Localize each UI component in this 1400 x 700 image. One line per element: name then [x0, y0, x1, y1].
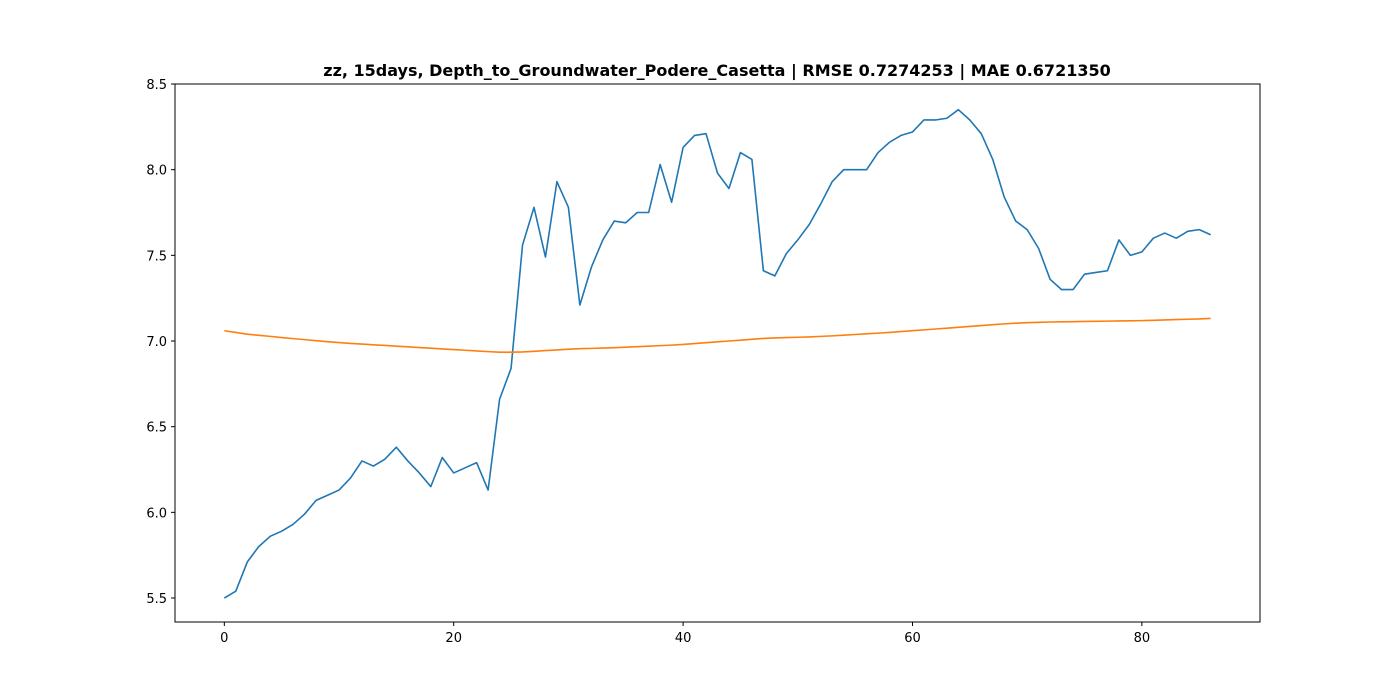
y-tick-label: 8.0: [146, 164, 167, 179]
plot-area: [223, 108, 1212, 599]
x-tick-label: 20: [445, 631, 462, 646]
series-line-1: [223, 108, 1212, 599]
x-tick-label: 80: [1134, 631, 1151, 646]
axes: 0 20 40 60 80 5.5 6.0 6.5 7.0 7.5 8.0 8.5: [146, 78, 1261, 646]
chart-title: zz, 15days, Depth_to_Groundwater_Podere_…: [323, 61, 1110, 81]
x-tick-label: 40: [675, 631, 692, 646]
x-tick-label: 60: [904, 631, 921, 646]
y-tick-label: 7.0: [146, 335, 167, 350]
axes-frame: [174, 83, 1261, 623]
x-tick-label: 0: [220, 631, 228, 646]
y-tick-label: 5.5: [146, 592, 167, 607]
y-tick-label: 8.5: [146, 78, 167, 93]
series-line-2: [224, 317, 1211, 353]
y-tick-label: 6.5: [146, 421, 167, 436]
y-tick-label: 7.5: [146, 249, 167, 264]
y-tick-label: 6.0: [146, 506, 167, 521]
